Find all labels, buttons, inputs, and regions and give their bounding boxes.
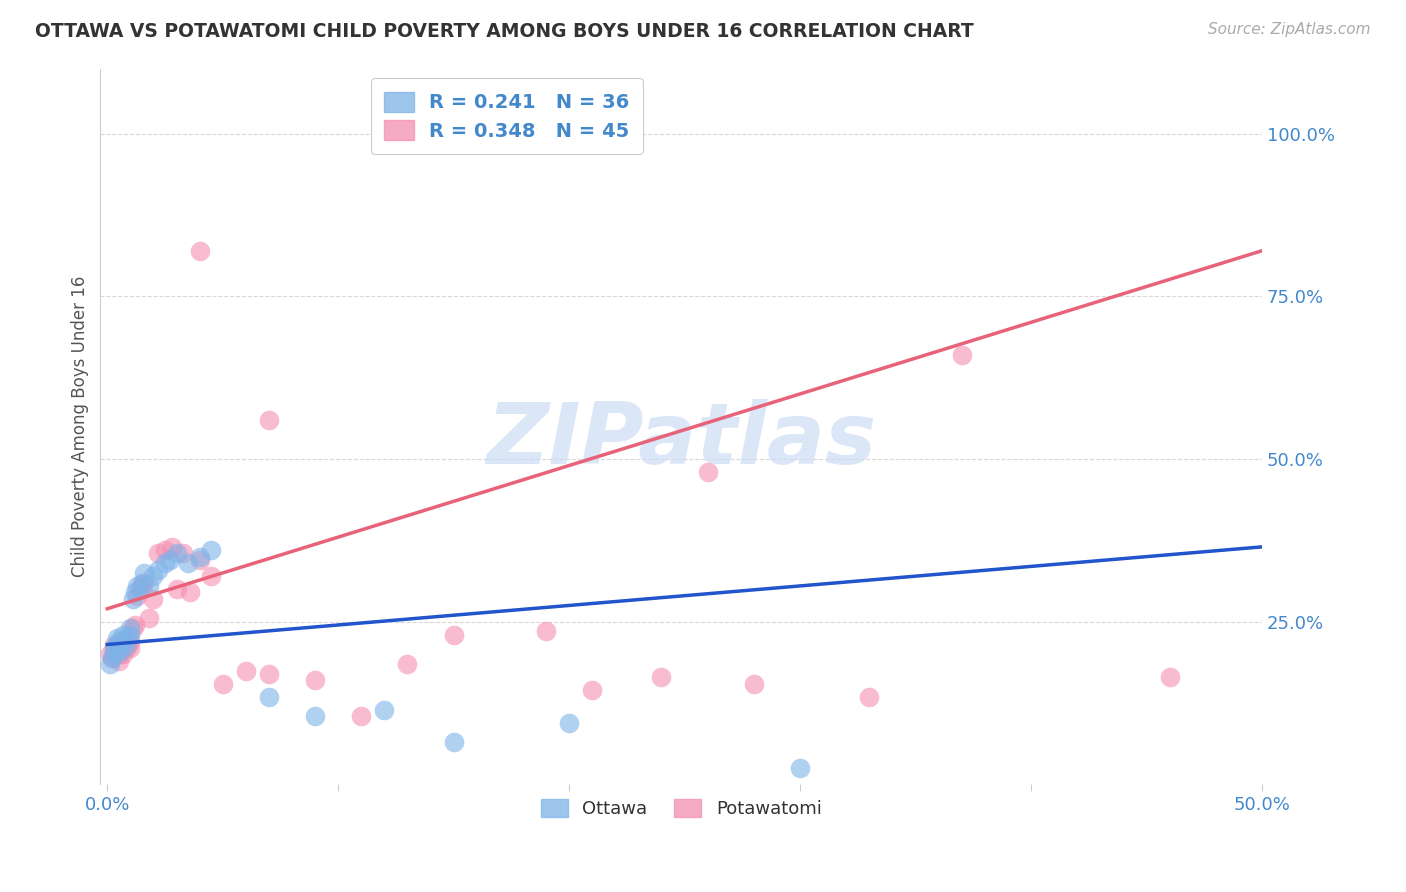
Point — [396, 657, 419, 671]
Point — [581, 683, 603, 698]
Text: OTTAWA VS POTAWATOMI CHILD POVERTY AMONG BOYS UNDER 16 CORRELATION CHART: OTTAWA VS POTAWATOMI CHILD POVERTY AMONG… — [35, 22, 974, 41]
Point — [146, 563, 169, 577]
Point — [105, 631, 128, 645]
Point — [188, 549, 211, 564]
Point — [159, 553, 181, 567]
Point — [696, 465, 718, 479]
Point — [443, 735, 465, 749]
Point — [103, 640, 125, 655]
Point — [465, 123, 488, 137]
Point — [120, 628, 142, 642]
Point — [108, 640, 131, 655]
Point — [179, 585, 201, 599]
Point — [257, 666, 280, 681]
Point — [138, 611, 160, 625]
Point — [110, 634, 132, 648]
Point — [304, 673, 326, 688]
Point — [117, 631, 139, 645]
Point — [350, 709, 373, 723]
Point — [105, 640, 128, 655]
Point — [742, 676, 765, 690]
Point — [142, 591, 165, 606]
Point — [188, 553, 211, 567]
Point — [103, 644, 125, 658]
Point — [121, 591, 143, 606]
Point — [160, 540, 183, 554]
Point — [101, 650, 124, 665]
Point — [112, 638, 135, 652]
Point — [108, 654, 131, 668]
Point — [110, 644, 132, 658]
Point — [211, 676, 233, 690]
Point — [950, 348, 973, 362]
Point — [108, 647, 131, 661]
Point — [101, 650, 124, 665]
Point — [120, 621, 142, 635]
Point — [153, 543, 176, 558]
Point — [304, 709, 326, 723]
Point — [257, 690, 280, 704]
Point — [120, 634, 142, 648]
Point — [373, 702, 395, 716]
Point — [138, 579, 160, 593]
Point — [134, 566, 156, 580]
Point — [1159, 670, 1181, 684]
Point — [166, 546, 188, 560]
Point — [127, 579, 149, 593]
Point — [134, 575, 156, 590]
Point — [146, 546, 169, 560]
Point — [173, 546, 195, 560]
Point — [131, 575, 153, 590]
Legend: Ottawa, Potawatomi: Ottawa, Potawatomi — [533, 792, 830, 825]
Point — [128, 582, 150, 597]
Point — [558, 715, 581, 730]
Text: Source: ZipAtlas.com: Source: ZipAtlas.com — [1208, 22, 1371, 37]
Point — [114, 638, 136, 652]
Point — [105, 638, 128, 652]
Point — [103, 638, 125, 652]
Point — [124, 585, 146, 599]
Point — [166, 582, 188, 597]
Y-axis label: Child Poverty Among Boys Under 16: Child Poverty Among Boys Under 16 — [72, 276, 89, 577]
Point — [650, 670, 672, 684]
Point — [789, 761, 811, 775]
Point — [120, 640, 142, 655]
Point — [108, 634, 131, 648]
Point — [534, 624, 557, 639]
Point — [257, 413, 280, 427]
Point — [142, 569, 165, 583]
Point — [235, 664, 257, 678]
Point — [200, 543, 222, 558]
Point — [153, 556, 176, 570]
Text: ZIPatlas: ZIPatlas — [486, 400, 876, 483]
Point — [443, 628, 465, 642]
Point — [112, 647, 135, 661]
Point — [103, 647, 125, 661]
Point — [114, 640, 136, 655]
Point — [188, 244, 211, 258]
Point — [200, 569, 222, 583]
Point — [121, 621, 143, 635]
Point — [117, 638, 139, 652]
Point — [127, 589, 149, 603]
Point — [131, 579, 153, 593]
Point — [98, 657, 121, 671]
Point — [98, 647, 121, 661]
Point — [858, 690, 880, 704]
Point — [110, 638, 132, 652]
Point — [124, 618, 146, 632]
Point — [112, 634, 135, 648]
Point — [112, 628, 135, 642]
Point — [177, 556, 200, 570]
